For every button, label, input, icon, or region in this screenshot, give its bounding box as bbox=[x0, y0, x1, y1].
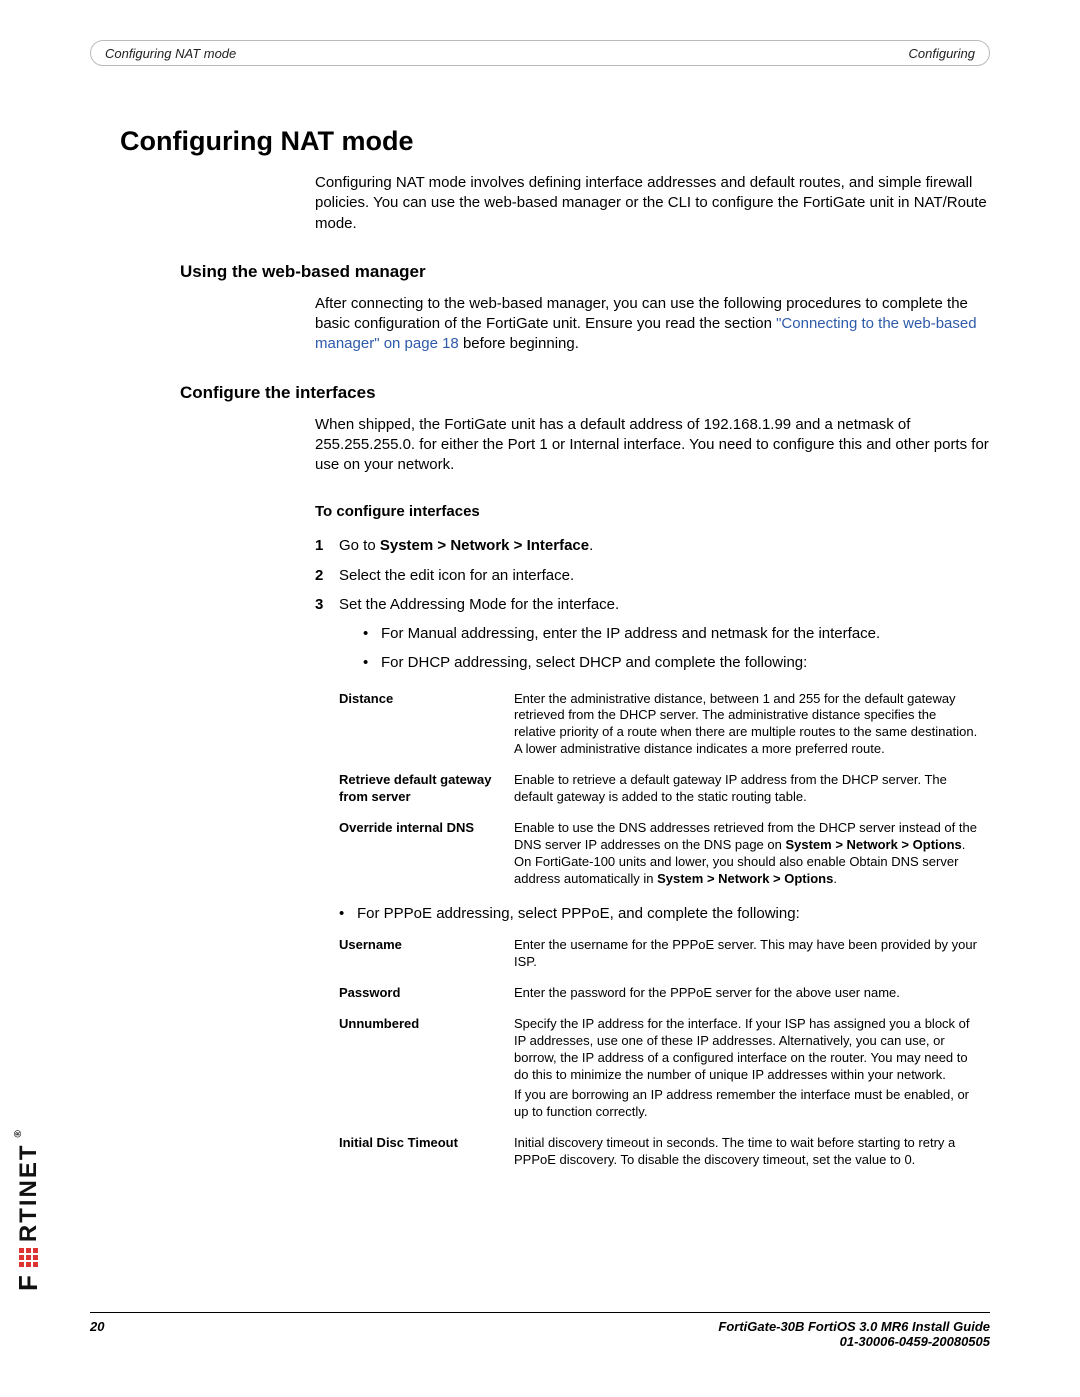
step-3: 3 Set the Addressing Mode for the interf… bbox=[315, 593, 990, 681]
pppoe-username-desc: Enter the username for the PPPoE server.… bbox=[514, 933, 984, 981]
subhead-to-configure: To configure interfaces bbox=[315, 503, 990, 520]
step3-text: Set the Addressing Mode for the interfac… bbox=[339, 596, 619, 613]
page: Configuring NAT mode Configuring Configu… bbox=[0, 0, 1080, 1397]
bullet-icon: • bbox=[339, 903, 357, 925]
logo-grid-icon bbox=[19, 1248, 38, 1267]
table-row: Override internal DNS Enable to use the … bbox=[339, 816, 984, 898]
table-row: Username Enter the username for the PPPo… bbox=[339, 933, 984, 981]
step1-pre: Go to bbox=[339, 537, 380, 554]
pppoe-password-desc: Enter the password for the PPPoE server … bbox=[514, 981, 984, 1012]
bullet-icon: • bbox=[363, 651, 381, 674]
step-body: Set the Addressing Mode for the interfac… bbox=[339, 593, 990, 681]
footer-right: FortiGate-30B FortiOS 3.0 MR6 Install Gu… bbox=[718, 1319, 990, 1349]
ordered-steps: 1 Go to System > Network > Interface. 2 … bbox=[315, 534, 990, 680]
table-row: Distance Enter the administrative distan… bbox=[339, 687, 984, 769]
pppoe-password-label: Password bbox=[339, 981, 514, 1012]
dhcp-distance-label: Distance bbox=[339, 687, 514, 769]
header-right: Configuring bbox=[909, 46, 976, 61]
step-2: 2 Select the edit icon for an interface. bbox=[315, 564, 990, 587]
override-path2: System > Network > Options bbox=[657, 871, 833, 886]
header-left: Configuring NAT mode bbox=[105, 46, 236, 61]
page-number: 20 bbox=[90, 1319, 104, 1349]
footer-rule bbox=[90, 1312, 990, 1313]
override-post: . bbox=[833, 871, 837, 886]
bullet-icon: • bbox=[363, 622, 381, 645]
step-1: 1 Go to System > Network > Interface. bbox=[315, 534, 990, 557]
dhcp-table: Distance Enter the administrative distan… bbox=[339, 687, 984, 898]
step-number: 1 bbox=[315, 534, 339, 557]
sec1-body: After connecting to the web-based manage… bbox=[315, 294, 990, 355]
dhcp-retrieve-desc: Enable to retrieve a default gateway IP … bbox=[514, 768, 984, 816]
step1-post: . bbox=[589, 537, 593, 554]
step-body: Go to System > Network > Interface. bbox=[339, 534, 990, 557]
bullet-dhcp: • For DHCP addressing, select DHCP and c… bbox=[363, 651, 990, 674]
sec2-body: When shipped, the FortiGate unit has a d… bbox=[315, 415, 990, 476]
section-configure-interfaces: Configure the interfaces bbox=[180, 383, 990, 403]
unnumbered-p1: Specify the IP address for the interface… bbox=[514, 1016, 978, 1084]
pppoe-timeout-desc: Initial discovery timeout in seconds. Th… bbox=[514, 1131, 984, 1179]
sec1-body-post: before beginning. bbox=[459, 335, 579, 352]
step3-sublist: • For Manual addressing, enter the IP ad… bbox=[363, 622, 990, 675]
bullet-text: For PPPoE addressing, select PPPoE, and … bbox=[357, 903, 800, 925]
footer-guide: FortiGate-30B FortiOS 3.0 MR6 Install Gu… bbox=[718, 1319, 990, 1334]
pppoe-username-label: Username bbox=[339, 933, 514, 981]
pppoe-timeout-label: Initial Disc Timeout bbox=[339, 1131, 514, 1179]
header-bar: Configuring NAT mode Configuring bbox=[90, 40, 990, 66]
table-row: Password Enter the password for the PPPo… bbox=[339, 981, 984, 1012]
dhcp-distance-desc: Enter the administrative distance, betwe… bbox=[514, 687, 984, 769]
step1-path: System > Network > Interface bbox=[380, 537, 589, 554]
page-footer: 20 FortiGate-30B FortiOS 3.0 MR6 Install… bbox=[90, 1312, 990, 1349]
dhcp-retrieve-label: Retrieve default gateway from server bbox=[339, 768, 514, 816]
dhcp-override-label: Override internal DNS bbox=[339, 816, 514, 898]
bullet-pppoe: • For PPPoE addressing, select PPPoE, an… bbox=[339, 903, 990, 925]
section-using-web-manager: Using the web-based manager bbox=[180, 262, 990, 282]
page-title: Configuring NAT mode bbox=[120, 126, 990, 157]
dhcp-override-desc: Enable to use the DNS addresses retrieve… bbox=[514, 816, 984, 898]
footer-code: 01-30006-0459-20080505 bbox=[718, 1334, 990, 1349]
table-row: Unnumbered Specify the IP address for th… bbox=[339, 1012, 984, 1131]
pppoe-table: Username Enter the username for the PPPo… bbox=[339, 933, 984, 1179]
bullet-manual: • For Manual addressing, enter the IP ad… bbox=[363, 622, 990, 645]
intro-paragraph: Configuring NAT mode involves defining i… bbox=[315, 173, 990, 234]
table-row: Initial Disc Timeout Initial discovery t… bbox=[339, 1131, 984, 1179]
bullet-text: For Manual addressing, enter the IP addr… bbox=[381, 622, 880, 645]
pppoe-unnumbered-desc: Specify the IP address for the interface… bbox=[514, 1012, 984, 1131]
step-number: 3 bbox=[315, 593, 339, 681]
step-body: Select the edit icon for an interface. bbox=[339, 564, 990, 587]
fortinet-logo: F RTINET ® bbox=[13, 1128, 44, 1291]
content: Configuring NAT mode Configuring NAT mod… bbox=[90, 126, 990, 1179]
unnumbered-p2: If you are borrowing an IP address remem… bbox=[514, 1087, 978, 1121]
table-row: Retrieve default gateway from server Ena… bbox=[339, 768, 984, 816]
override-path1: System > Network > Options bbox=[785, 837, 961, 852]
pppoe-unnumbered-label: Unnumbered bbox=[339, 1012, 514, 1131]
step-number: 2 bbox=[315, 564, 339, 587]
bullet-text: For DHCP addressing, select DHCP and com… bbox=[381, 651, 807, 674]
logo-text: RTINET bbox=[15, 1143, 43, 1242]
